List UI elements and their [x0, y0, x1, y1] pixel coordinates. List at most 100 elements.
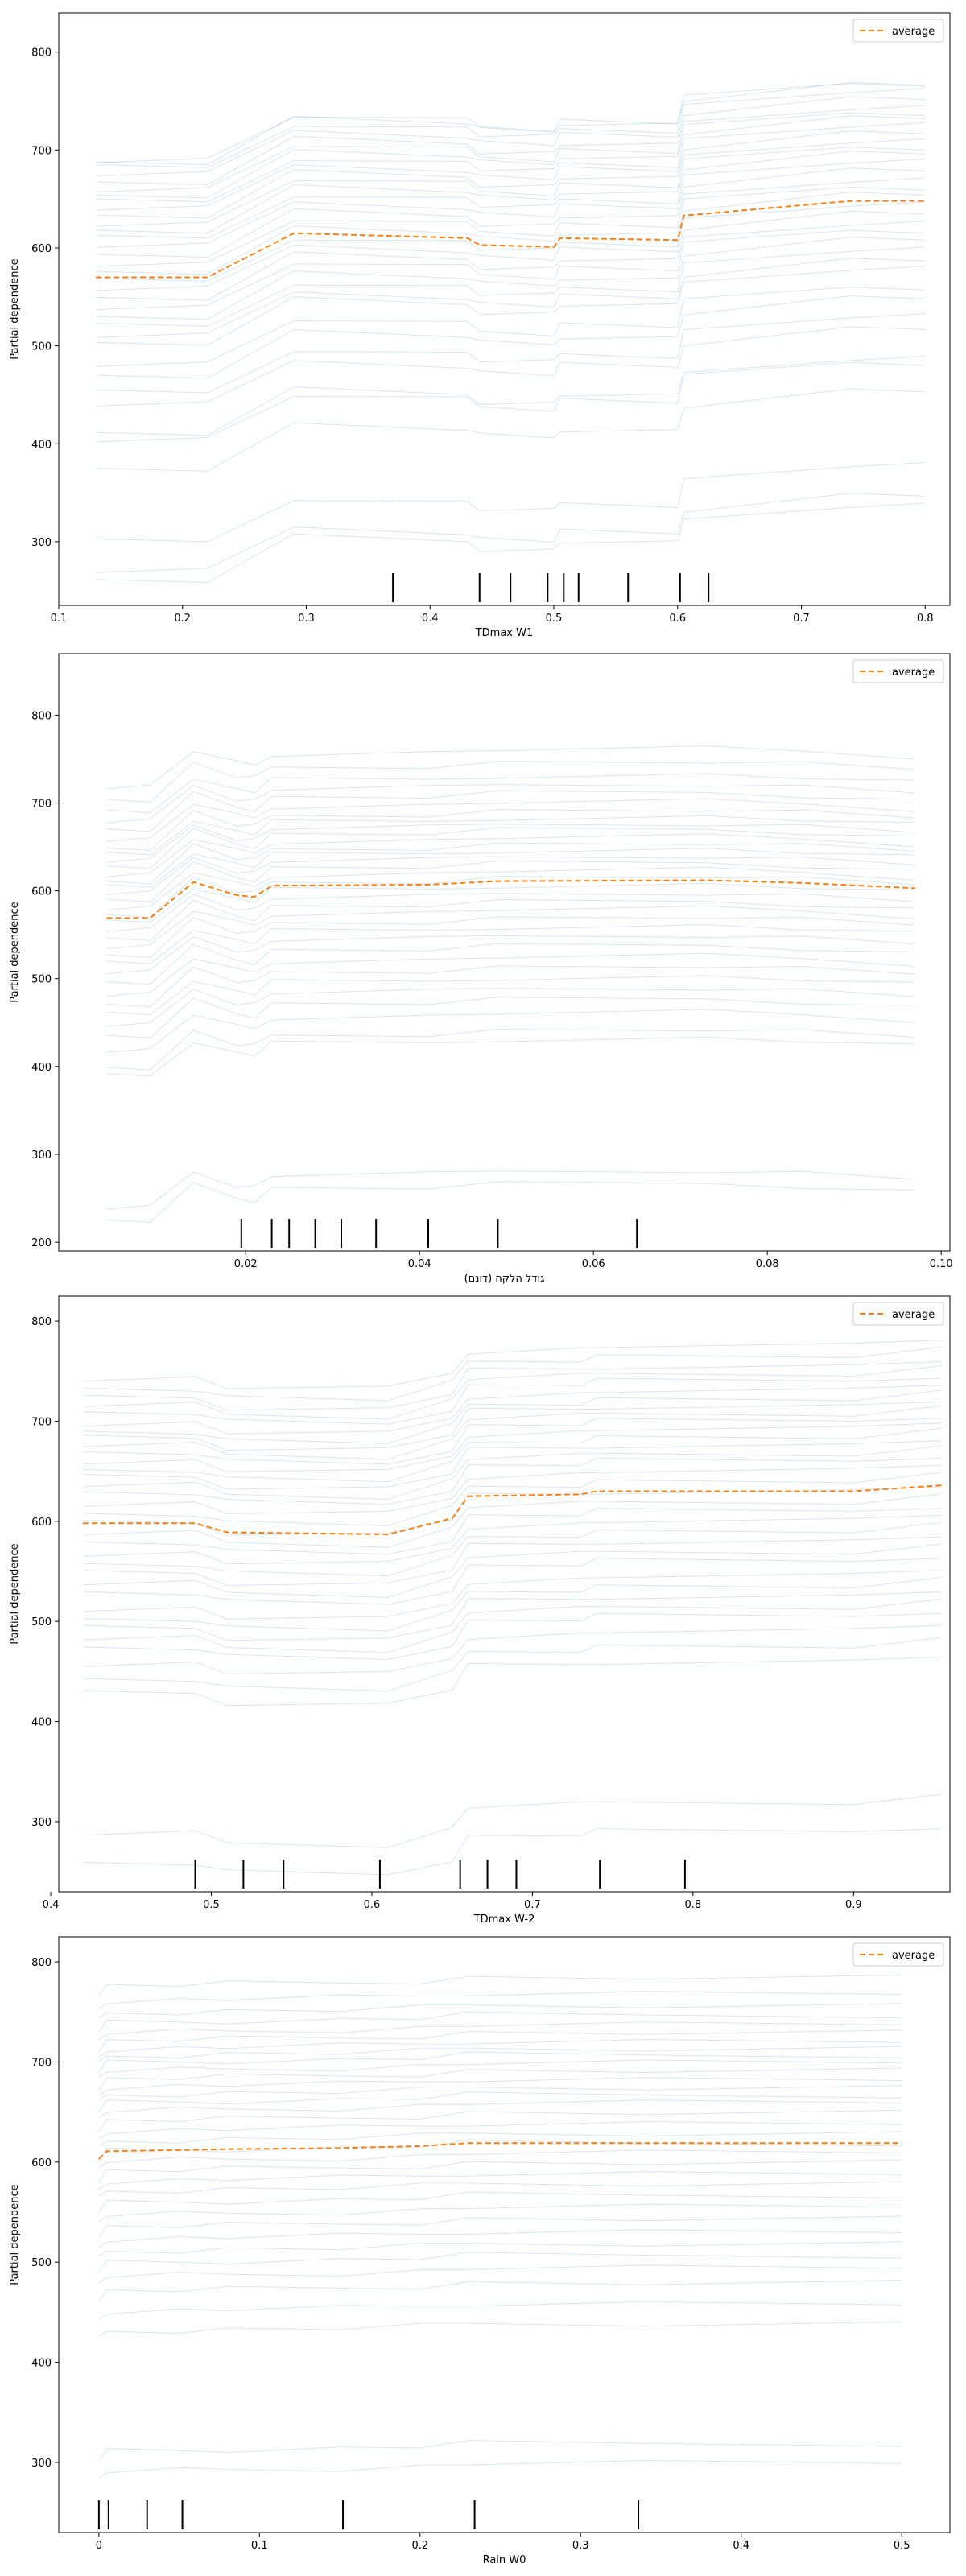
ice-line: [106, 809, 915, 851]
axes-frame: [58, 1936, 951, 2533]
ice-line: [98, 2046, 902, 2062]
ice-line: [106, 916, 915, 959]
ice-line: [96, 186, 926, 267]
y-tick-label: 800: [31, 1316, 52, 1328]
x-axis-label: TDmax W-2: [473, 1913, 535, 1926]
ice-line: [98, 2067, 902, 2091]
ice-line: [98, 2321, 902, 2337]
ice-line: [82, 1514, 943, 1565]
legend: average: [852, 19, 944, 43]
ice-line: [98, 1991, 902, 2009]
ice-line: [96, 81, 926, 166]
ice-line: [106, 893, 915, 932]
chart-panel: 0.1 0.2 0.3 0.4 0.5 0.6 0.7 0.8 300 400 500 600 700 8…: [9, 12, 951, 639]
ice-line: [82, 1543, 943, 1598]
ice-line: [96, 493, 926, 573]
y-tick-label: 300: [31, 537, 52, 549]
ice-line: [98, 2149, 902, 2169]
ice-line: [82, 1418, 943, 1465]
ice-line: [82, 1401, 943, 1451]
x-tick-label: 0.7: [793, 613, 810, 625]
x-tick-label: 0.6: [669, 613, 686, 625]
ice-line: [106, 848, 915, 888]
ice-line: [106, 773, 915, 814]
ice-line: [82, 1828, 943, 1876]
x-tick-label: 0.9: [845, 1899, 862, 1911]
ice-line: [98, 2021, 902, 2040]
x-tick-label: 0.3: [572, 2540, 589, 2552]
y-tick-label: 500: [31, 1616, 52, 1629]
legend-box: [852, 1302, 944, 1326]
ice-lines: [96, 81, 926, 583]
y-tick-label: 800: [31, 1957, 52, 1969]
ice-line: [106, 842, 915, 885]
ice-line: [82, 1427, 943, 1483]
ice-line: [98, 2301, 902, 2320]
ice-line: [106, 784, 915, 824]
ice-line: [96, 158, 926, 239]
ice-line: [98, 2252, 902, 2273]
ice-line: [98, 1974, 902, 1997]
ice-line: [82, 1493, 943, 1548]
x-tick-label: 0.1: [251, 2540, 268, 2552]
ice-line: [82, 1464, 943, 1515]
average-line: [106, 879, 915, 919]
ice-line: [96, 258, 926, 338]
ice-line: [106, 761, 915, 803]
ice-line: [106, 943, 915, 985]
ice-line: [98, 2120, 902, 2140]
ice-line: [82, 1794, 943, 1848]
x-tick-label: 0.3: [298, 613, 315, 625]
ice-line: [96, 201, 926, 282]
ice-line: [98, 2011, 902, 2033]
ice-line: [82, 1445, 943, 1501]
ice-line: [98, 2085, 902, 2101]
ice-line: [96, 150, 926, 234]
ice-line: [98, 2215, 902, 2239]
legend-box: [852, 1942, 944, 1967]
y-tick-label: 700: [31, 1416, 52, 1428]
x-axis-label: Rain W0: [483, 2554, 526, 2566]
ice-line: [96, 388, 926, 472]
ice-line: [106, 1028, 915, 1071]
ice-line: [82, 1612, 943, 1661]
ice-line: [98, 2131, 902, 2147]
ice-line: [106, 935, 915, 975]
x-axis-label: גודל הלקה (דונם): [464, 1273, 545, 1285]
ice-line: [96, 130, 926, 211]
ice-line: [82, 1405, 943, 1460]
ice-line: [106, 876, 915, 918]
chart-panel: 0 0.1 0.2 0.3 0.4 0.5 300 400 500 600 700 800 Rain W…: [9, 1936, 951, 2566]
ice-line: [106, 952, 915, 997]
ice-line: [106, 856, 915, 895]
ice-line: [96, 246, 926, 327]
ice-line: [96, 192, 926, 275]
average-line: [98, 2142, 902, 2160]
axes-frame: [58, 653, 951, 1252]
ice-line: [96, 237, 926, 320]
ice-lines: [98, 1974, 902, 2479]
ice-line: [96, 167, 926, 248]
y-tick-label: 600: [31, 886, 52, 898]
x-tick-label: 0.06: [582, 1258, 605, 1270]
x-tick-label: 0.2: [411, 2540, 428, 2552]
y-tick-label: 800: [31, 47, 52, 60]
x-tick-label: 0.10: [930, 1258, 953, 1270]
y-tick-label: 700: [31, 2057, 52, 2069]
y-tick-label: 500: [31, 2257, 52, 2269]
ice-line: [82, 1389, 943, 1444]
ice-lines: [106, 745, 915, 1224]
ice-line: [98, 2051, 902, 2073]
ice-line: [98, 2029, 902, 2053]
x-tick-label: 0: [96, 2540, 102, 2552]
x-tick-label: 0.1: [51, 613, 68, 625]
ice-line: [96, 221, 926, 301]
ice-line: [98, 2099, 902, 2118]
ice-line: [106, 866, 915, 911]
ice-line: [82, 1364, 943, 1420]
ice-line: [82, 1377, 943, 1425]
y-axis-label: Partial dependence: [9, 258, 21, 359]
ice-line: [82, 1340, 943, 1389]
legend-average-label: average: [892, 26, 935, 38]
ice-line: [98, 2077, 902, 2095]
